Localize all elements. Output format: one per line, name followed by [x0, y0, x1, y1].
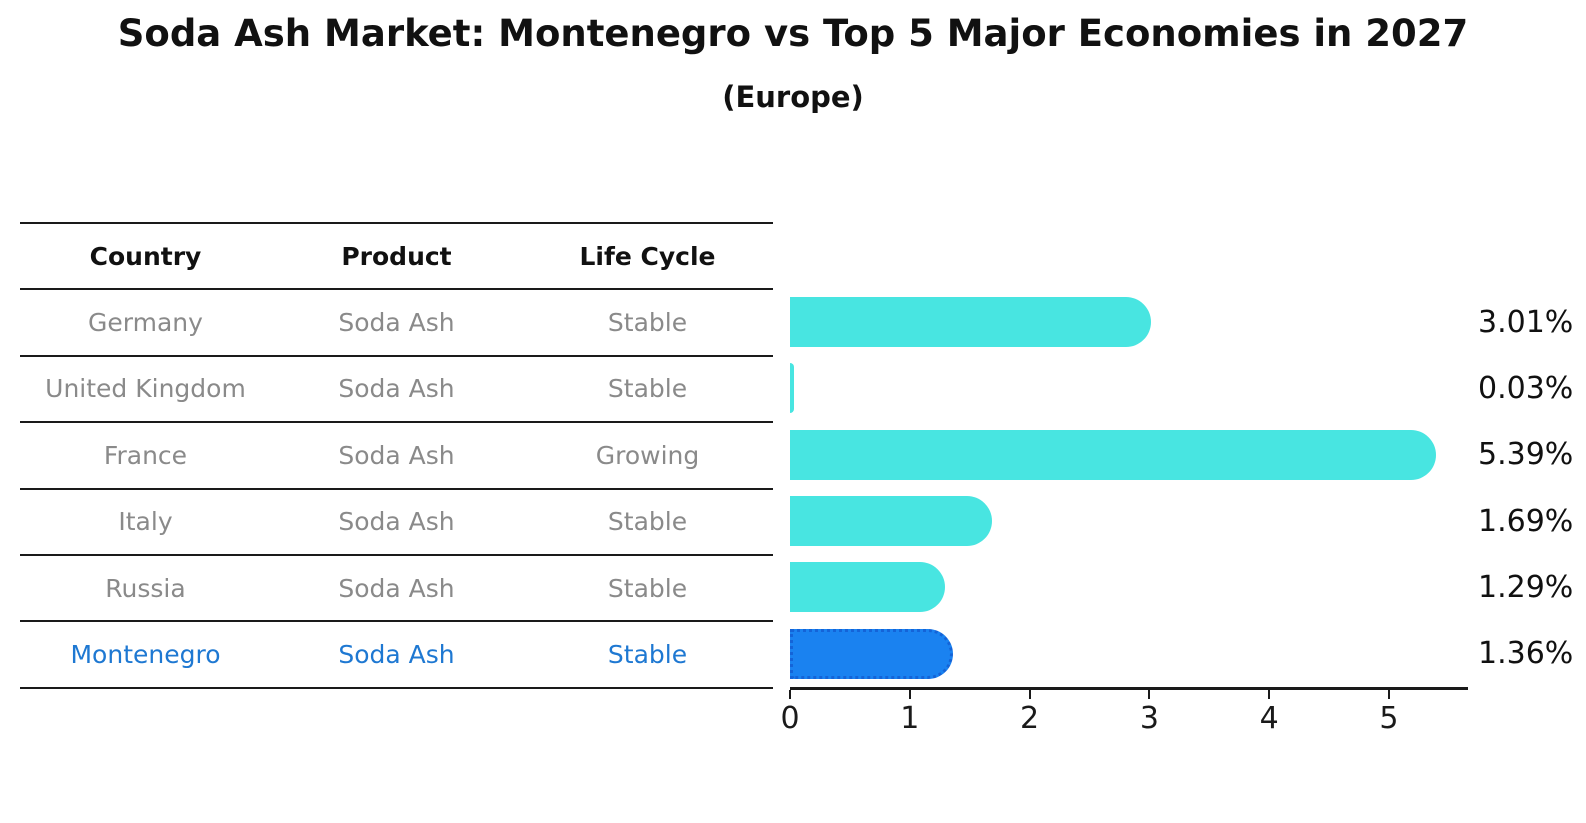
bar-row-montenegro: [790, 621, 1468, 687]
life-cycle-cell: Growing: [595, 440, 700, 470]
tick-label: 3: [1139, 701, 1159, 736]
product-cell: Soda Ash: [338, 507, 455, 537]
country-summary-table: Country Product Life Cycle Germany Soda …: [20, 222, 773, 689]
bar-row-germany: [790, 289, 1468, 355]
tick-mark: [1387, 690, 1390, 699]
country-cell: France: [103, 440, 188, 470]
value-label-france: 5.39%: [1478, 437, 1574, 473]
bar-france: [790, 429, 1436, 480]
tick-mark: [1268, 690, 1271, 699]
product-cell: Soda Ash: [338, 440, 455, 470]
product-cell: Soda Ash: [338, 308, 455, 338]
tick-mark: [908, 690, 911, 699]
table-row-united-kingdom: United Kingdom Soda Ash Stable: [20, 354, 773, 421]
tick-label: 4: [1259, 701, 1279, 736]
life-cycle-cell: Stable: [607, 573, 688, 603]
column-header-country: Country: [89, 241, 202, 271]
chart-subtitle: (Europe): [722, 80, 864, 114]
bar-montenegro-highlighted: [790, 628, 953, 679]
chart-title: Soda Ash Market: Montenegro vs Top 5 Maj…: [117, 12, 1469, 55]
column-header-life-cycle: Life Cycle: [579, 241, 716, 271]
product-cell: Soda Ash: [338, 374, 455, 404]
horizontal-bar-chart: 0 1 2 3 4 5: [780, 289, 1468, 736]
table-row-italy: Italy Soda Ash Stable: [20, 487, 773, 554]
table-header-row: Country Product Life Cycle: [20, 222, 773, 288]
country-cell: United Kingdom: [45, 374, 246, 404]
table-row-russia: Russia Soda Ash Stable: [20, 553, 773, 620]
tick-label: 1: [900, 701, 920, 736]
life-cycle-cell: Stable: [607, 640, 688, 670]
product-cell: Soda Ash: [338, 573, 455, 603]
bar-row-russia: [790, 554, 1468, 620]
value-label-germany: 3.01%: [1478, 304, 1574, 340]
bar-united-kingdom: [790, 363, 794, 414]
bar-russia: [790, 562, 945, 613]
column-header-product: Product: [341, 241, 452, 271]
life-cycle-cell: Stable: [607, 374, 688, 404]
table-row-germany: Germany Soda Ash Stable: [20, 288, 773, 354]
bar-value-labels: 3.01% 0.03% 5.39% 1.69% 1.29% 1.36%: [1478, 289, 1586, 687]
bar-row-united-kingdom: [790, 355, 1468, 421]
product-cell: Soda Ash: [338, 640, 455, 670]
value-label-montenegro: 1.36%: [1478, 636, 1574, 672]
value-label-russia: 1.29%: [1478, 569, 1574, 605]
country-cell: Montenegro: [70, 640, 221, 670]
bar-italy: [790, 495, 993, 546]
life-cycle-cell: Stable: [607, 507, 688, 537]
tick-mark: [1148, 690, 1151, 699]
tick-mark: [789, 690, 791, 699]
value-label-united-kingdom: 0.03%: [1478, 370, 1574, 406]
tick-label: 0: [780, 701, 800, 736]
life-cycle-cell: Stable: [607, 308, 688, 338]
country-cell: Germany: [88, 308, 203, 338]
table-row-france: France Soda Ash Growing: [20, 421, 773, 487]
table-row-montenegro-highlighted: Montenegro Soda Ash Stable: [20, 620, 773, 686]
bar-row-italy: [790, 488, 1468, 554]
value-label-italy: 1.69%: [1478, 503, 1574, 539]
tick-label: 2: [1020, 701, 1040, 736]
bar-row-france: [790, 422, 1468, 488]
tick-label: 5: [1379, 701, 1399, 736]
country-cell: Russia: [105, 573, 186, 603]
tick-mark: [1028, 690, 1031, 699]
country-cell: Italy: [118, 507, 173, 537]
bar-germany: [790, 297, 1151, 347]
